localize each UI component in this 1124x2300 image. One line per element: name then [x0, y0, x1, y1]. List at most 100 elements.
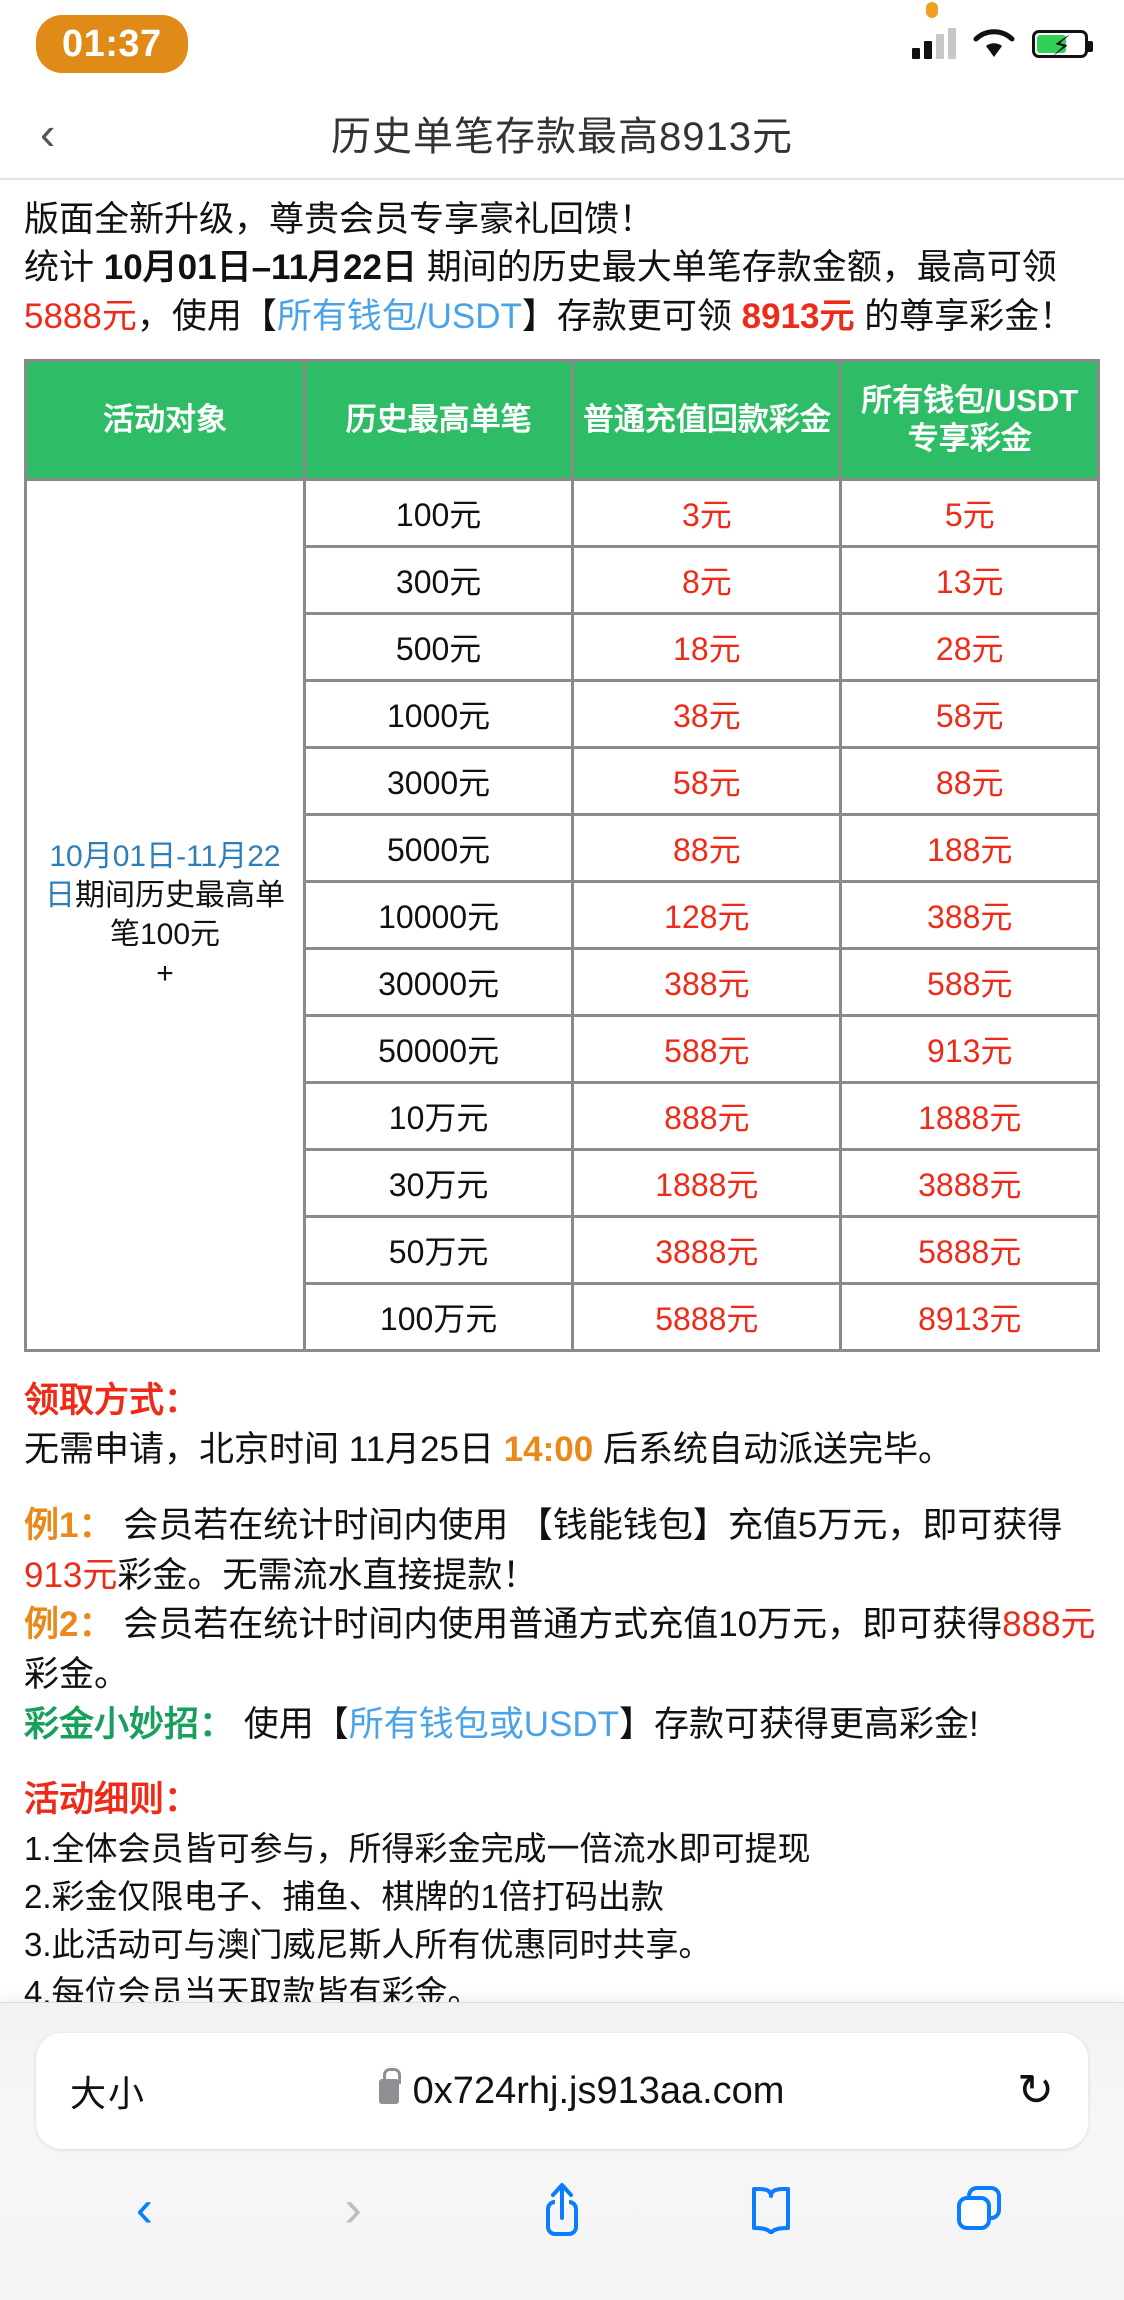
share-button[interactable]	[527, 2174, 597, 2244]
cell-normal-bonus: 388元	[571, 946, 843, 1017]
status-bar: 01:37 ⚡	[0, 0, 1124, 88]
url-bar[interactable]: 大小 0x724rhj.js913aa.com ↻	[36, 2033, 1088, 2149]
cell-amount: 30万元	[302, 1147, 575, 1218]
intro-text-e: 的尊享彩金！	[854, 296, 1075, 336]
claim-text-a: 无需申请，北京时间 11月25日	[24, 1430, 504, 1470]
cell-wallet-bonus: 5元	[839, 477, 1100, 548]
cell-wallet-bonus: 88元	[839, 745, 1100, 816]
intro-text-d: 】存款更可领	[521, 296, 742, 336]
table-row: 50万元 3888元 5888元	[26, 1214, 1100, 1285]
example-1-amount: 913元	[24, 1555, 118, 1595]
example-1-label: 例1：	[24, 1505, 114, 1545]
table-row: 3000元 58元 88元	[26, 745, 1100, 816]
table-row: 300元 8元 13元	[26, 544, 1100, 615]
intro-paragraph: 版面全新升级，尊贵会员专享豪礼回馈！ 统计 10月01日–11月22日 期间的历…	[24, 196, 1100, 341]
claim-section: 领取方式： 无需申请，北京时间 11月25日 14:00 后系统自动派送完毕。	[24, 1376, 1100, 1475]
object-rest: 期间历史最高单笔100元	[74, 878, 285, 951]
bonus-tip: 彩金小妙招： 使用【所有钱包或USDT】存款可获得更高彩金!	[24, 1700, 1100, 1750]
example-1-text-b: 彩金。无需流水直接提款！	[117, 1555, 538, 1595]
back-nav-button[interactable]: ‹	[109, 2174, 179, 2244]
rule-item: 3.此活动可与澳门威尼斯人所有优惠同时共享。	[24, 1925, 712, 1963]
object-cell: 10月01日-11月22日期间历史最高单笔100元 +	[24, 477, 306, 1352]
intro-amount-normal: 5888元	[24, 296, 137, 336]
table-row: 5000元 88元 188元	[26, 812, 1100, 883]
page-header: ‹ 历史单笔存款最高8913元	[0, 88, 1124, 180]
cell-normal-bonus: 5888元	[571, 1281, 843, 1352]
signal-icon	[912, 28, 956, 59]
tabs-icon	[956, 2186, 1001, 2230]
status-indicators: ⚡	[912, 2, 1093, 61]
cell-wallet-bonus: 588元	[839, 946, 1100, 1017]
table-row: 500元 18元 28元	[26, 611, 1100, 682]
recording-dot-icon	[926, 2, 938, 18]
status-time: 01:37	[36, 15, 188, 73]
claim-heading: 领取方式：	[24, 1380, 200, 1420]
tabs-button[interactable]	[945, 2174, 1015, 2244]
browser-toolbar: ‹ ›	[0, 2149, 1124, 2269]
object-date-part-2: 22日	[44, 839, 281, 912]
cell-normal-bonus: 38元	[571, 678, 843, 749]
cell-amount: 10万元	[302, 1080, 575, 1151]
share-icon	[545, 2183, 578, 2236]
rule-item: 1.全体会员皆可参与，所得彩金完成一倍流水即可提现	[24, 1830, 811, 1868]
table-body: 10月01日-11月22日期间历史最高单笔100元 + 100元 3元 5元 3…	[24, 477, 1100, 1352]
rule-item: 2.彩金仅限电子、捕鱼、棋牌的1倍打码出款	[24, 1877, 664, 1915]
cell-wallet-bonus: 28元	[839, 611, 1100, 682]
chevron-left-icon: ‹	[135, 2180, 154, 2238]
battery-charging-icon: ⚡	[1032, 30, 1093, 61]
text-size-button[interactable]: 大小	[70, 2073, 147, 2114]
url-display[interactable]: 0x724rhj.js913aa.com	[146, 2067, 1017, 2113]
example-2-text-b: 彩金。	[24, 1654, 130, 1694]
table-row: 50000元 588元 913元	[26, 1013, 1100, 1084]
cell-normal-bonus: 588元	[571, 1013, 843, 1084]
table-row: 100万元 5888元 8913元	[26, 1281, 1100, 1352]
column-header-max-deposit: 历史最高单笔	[302, 358, 575, 481]
intro-amount-wallet: 8913元	[741, 296, 855, 336]
page-title: 历史单笔存款最高8913元	[331, 115, 793, 159]
table-row: 10000元 128元 388元	[26, 879, 1100, 950]
example-2-label: 例2：	[24, 1605, 114, 1645]
cell-normal-bonus: 8元	[571, 544, 843, 615]
claim-text-b: 后系统自动派送完毕。	[593, 1430, 953, 1470]
cell-normal-bonus: 58元	[571, 745, 843, 816]
reload-icon[interactable]: ↻	[1017, 2066, 1054, 2115]
cell-wallet-bonus: 913元	[839, 1013, 1100, 1084]
cell-normal-bonus: 3元	[571, 477, 843, 548]
cell-normal-bonus: 888元	[571, 1080, 843, 1151]
intro-text-a: 统计	[24, 248, 104, 288]
cell-amount: 50万元	[302, 1214, 575, 1285]
forward-nav-button[interactable]: ›	[318, 2174, 388, 2244]
claim-time: 14:00	[503, 1430, 594, 1470]
bonus-tip-text-b: 】存款可获得更高彩金!	[619, 1704, 979, 1744]
cell-wallet-bonus: 1888元	[839, 1080, 1100, 1151]
cell-amount: 3000元	[302, 745, 575, 816]
bonus-tip-text-a: 使用【	[234, 1704, 349, 1744]
cell-wallet-bonus: 188元	[839, 812, 1100, 883]
intro-line-2: 统计 10月01日–11月22日 期间的历史最大单笔存款金额，最高可领 5888…	[24, 244, 1100, 341]
bookmarks-button[interactable]	[736, 2174, 806, 2244]
cell-amount: 10000元	[302, 879, 575, 950]
url-text[interactable]: 0x724rhj.js913aa.com	[412, 2069, 785, 2112]
table-row: 30万元 1888元 3888元	[26, 1147, 1100, 1218]
column-header-wallet-bonus: 所有钱包/USDT专享彩金	[839, 358, 1100, 481]
examples-section: 例1： 会员若在统计时间内使用 【钱能钱包】充值5万元，即可获得 913元彩金。无…	[24, 1501, 1100, 1749]
browser-bottom-bar: 大小 0x724rhj.js913aa.com ↻ ‹ ›	[0, 2002, 1124, 2300]
chevron-right-icon: ›	[344, 2180, 362, 2238]
object-plus: +	[156, 956, 174, 990]
bonus-tip-label: 彩金小妙招：	[24, 1704, 235, 1744]
cell-normal-bonus: 128元	[571, 879, 843, 950]
intro-line-1: 版面全新升级，尊贵会员专享豪礼回馈！	[24, 200, 655, 239]
lock-icon	[378, 2067, 401, 2104]
example-2-amount: 888元	[1002, 1605, 1096, 1645]
cell-normal-bonus: 1888元	[571, 1147, 843, 1218]
cell-amount: 500元	[302, 611, 575, 682]
intro-date-range: 10月01日–11月22日	[103, 248, 417, 288]
back-button[interactable]: ‹	[40, 107, 56, 159]
object-date-part-1: 10月01日-11月	[49, 839, 248, 873]
cell-amount: 100元	[302, 477, 575, 548]
book-icon	[751, 2187, 790, 2234]
cell-amount: 50000元	[302, 1013, 575, 1084]
table-row: 1000元 38元 58元	[26, 678, 1100, 749]
table-header-row: 活动对象 历史最高单笔 普通充值回款彩金 所有钱包/USDT专享彩金	[24, 358, 1100, 481]
cell-wallet-bonus: 13元	[839, 544, 1100, 615]
